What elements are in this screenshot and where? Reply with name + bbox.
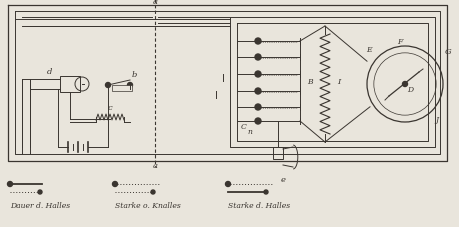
- Circle shape: [38, 190, 42, 194]
- Text: F: F: [397, 38, 402, 46]
- Text: Starke o. Knalles: Starke o. Knalles: [115, 201, 180, 209]
- Circle shape: [112, 182, 117, 187]
- Text: G: G: [444, 48, 451, 56]
- Circle shape: [105, 83, 110, 88]
- Text: b: b: [132, 71, 137, 79]
- Bar: [112, 86, 132, 92]
- Circle shape: [7, 182, 12, 187]
- Circle shape: [254, 105, 260, 111]
- Circle shape: [127, 83, 132, 88]
- Circle shape: [254, 39, 260, 45]
- Text: E: E: [365, 46, 371, 54]
- Text: J: J: [435, 116, 437, 123]
- Text: a: a: [152, 0, 157, 6]
- Text: I: I: [336, 78, 340, 86]
- Text: B: B: [307, 78, 312, 86]
- Text: c: c: [107, 104, 112, 111]
- Text: n: n: [247, 127, 252, 135]
- Circle shape: [254, 118, 260, 124]
- Text: d: d: [47, 68, 53, 76]
- Circle shape: [254, 72, 260, 78]
- Text: e: e: [280, 175, 285, 183]
- Text: a: a: [152, 161, 157, 169]
- Text: Starke d. Halles: Starke d. Halles: [228, 201, 290, 209]
- Circle shape: [402, 82, 407, 87]
- Bar: [60, 77, 80, 93]
- Circle shape: [254, 55, 260, 61]
- Circle shape: [151, 190, 155, 194]
- Text: Dauer d. Halles: Dauer d. Halles: [10, 201, 70, 209]
- Circle shape: [254, 89, 260, 95]
- Circle shape: [263, 190, 268, 194]
- Text: D: D: [406, 86, 412, 94]
- Circle shape: [225, 182, 230, 187]
- Text: C: C: [241, 122, 246, 131]
- Bar: [272, 147, 282, 159]
